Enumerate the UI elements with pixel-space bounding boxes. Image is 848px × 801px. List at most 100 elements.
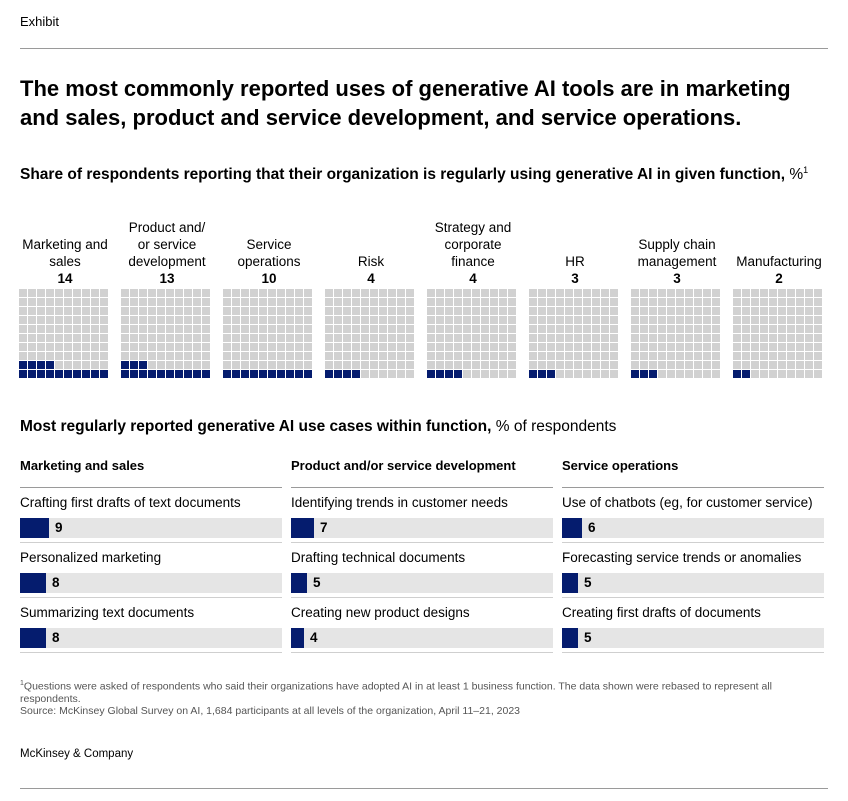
- waffle-cell-empty: [286, 325, 294, 333]
- waffle-cell-empty: [121, 352, 129, 360]
- waffle-cell-empty: [529, 289, 537, 297]
- waffle-cell-empty: [55, 343, 63, 351]
- waffle-cell-empty: [139, 352, 147, 360]
- waffle-cell-empty: [649, 307, 657, 315]
- waffle-cell-empty: [445, 343, 453, 351]
- use-case-row: Creating new product designs 4: [291, 598, 553, 653]
- waffle-cell-empty: [796, 343, 804, 351]
- waffle-cell-empty: [361, 352, 369, 360]
- waffle-cell-empty: [361, 325, 369, 333]
- waffle-cell-empty: [472, 352, 480, 360]
- waffle-cell-empty: [742, 334, 750, 342]
- waffle-cell-empty: [166, 316, 174, 324]
- waffle-cell-empty: [694, 370, 702, 378]
- waffle-cell-filled: [139, 361, 147, 369]
- waffle-cell-empty: [667, 289, 675, 297]
- waffle-cell-empty: [28, 307, 36, 315]
- waffle-cell-empty: [463, 361, 471, 369]
- waffle-cell-filled: [334, 370, 342, 378]
- waffle-category-text: Risk: [357, 254, 385, 269]
- waffle-cell-empty: [658, 352, 666, 360]
- waffle-cell-empty: [592, 334, 600, 342]
- use-case-row: Forecasting service trends or anomalies 5: [562, 543, 824, 598]
- waffle-cell-filled: [295, 370, 303, 378]
- waffle-cell-empty: [463, 370, 471, 378]
- waffle-cell-empty: [436, 343, 444, 351]
- waffle-cell-empty: [100, 352, 108, 360]
- waffle-cell-empty: [445, 298, 453, 306]
- use-case-bar: [20, 573, 46, 593]
- waffle-cell-empty: [490, 352, 498, 360]
- waffle-cell-empty: [193, 334, 201, 342]
- waffle-cell-filled: [37, 361, 45, 369]
- waffle-cell-empty: [241, 298, 249, 306]
- waffle-cell-empty: [295, 361, 303, 369]
- waffle-cell-empty: [787, 289, 795, 297]
- waffle-value-label: 14: [57, 271, 73, 286]
- waffle-cell-empty: [769, 307, 777, 315]
- waffle-cell-empty: [157, 316, 165, 324]
- use-cases-title-text: Most regularly reported generative AI us…: [20, 418, 492, 435]
- waffle-cell-empty: [565, 316, 573, 324]
- waffle-cell-empty: [676, 334, 684, 342]
- waffle-cell-empty: [760, 289, 768, 297]
- waffle-cell-empty: [796, 361, 804, 369]
- waffle-cell-empty: [397, 352, 405, 360]
- waffle-cell-empty: [130, 343, 138, 351]
- waffle-cell-empty: [73, 334, 81, 342]
- waffle-cell-empty: [481, 298, 489, 306]
- waffle-cell-empty: [223, 361, 231, 369]
- waffle-cell-empty: [751, 325, 759, 333]
- waffle-cell-empty: [703, 361, 711, 369]
- waffle-cell-empty: [232, 352, 240, 360]
- waffle-cell-empty: [814, 334, 822, 342]
- waffle-cell-empty: [760, 334, 768, 342]
- waffle-cell-filled: [733, 370, 741, 378]
- waffle-grid: [325, 289, 414, 378]
- waffle-column: HR 3: [529, 218, 621, 380]
- waffle-cell-filled: [649, 370, 657, 378]
- waffle-cell-empty: [676, 316, 684, 324]
- waffle-cell-empty: [574, 298, 582, 306]
- waffle-cell-empty: [334, 307, 342, 315]
- waffle-cell-empty: [166, 298, 174, 306]
- waffle-cell-empty: [37, 334, 45, 342]
- waffle-cell-empty: [193, 298, 201, 306]
- waffle-cell-empty: [304, 307, 312, 315]
- waffle-cell-empty: [733, 307, 741, 315]
- waffle-cell-empty: [268, 325, 276, 333]
- waffle-cell-empty: [805, 334, 813, 342]
- waffle-cell-empty: [454, 289, 462, 297]
- use-case-label: Crafting first drafts of text documents: [20, 495, 241, 510]
- waffle-cell-empty: [64, 316, 72, 324]
- waffle-cell-empty: [778, 352, 786, 360]
- waffle-cell-empty: [556, 316, 564, 324]
- waffle-cell-empty: [796, 325, 804, 333]
- waffle-cell-filled: [241, 370, 249, 378]
- waffle-cell-empty: [397, 334, 405, 342]
- waffle-cell-empty: [760, 307, 768, 315]
- waffle-cell-empty: [397, 343, 405, 351]
- waffle-cell-empty: [742, 352, 750, 360]
- waffle-cell-empty: [64, 334, 72, 342]
- waffle-cell-empty: [685, 370, 693, 378]
- waffle-cell-empty: [565, 325, 573, 333]
- waffle-category-label: Strategy and corporate finance: [427, 218, 519, 270]
- waffle-cell-empty: [46, 298, 54, 306]
- waffle-cell-empty: [46, 316, 54, 324]
- waffle-cell-empty: [445, 352, 453, 360]
- waffle-cell-empty: [796, 334, 804, 342]
- waffle-cell-empty: [463, 325, 471, 333]
- waffle-cell-empty: [649, 325, 657, 333]
- waffle-cell-empty: [583, 343, 591, 351]
- waffle-cell-empty: [667, 307, 675, 315]
- waffle-cell-empty: [325, 298, 333, 306]
- waffle-cell-empty: [610, 334, 618, 342]
- waffle-cell-empty: [565, 352, 573, 360]
- use-case-column: Product and/or service development Identi…: [291, 458, 553, 653]
- waffle-cell-empty: [148, 352, 156, 360]
- waffle-cell-empty: [436, 316, 444, 324]
- waffle-cell-empty: [703, 370, 711, 378]
- waffle-value-label: 3: [571, 271, 579, 286]
- waffle-cell-empty: [370, 307, 378, 315]
